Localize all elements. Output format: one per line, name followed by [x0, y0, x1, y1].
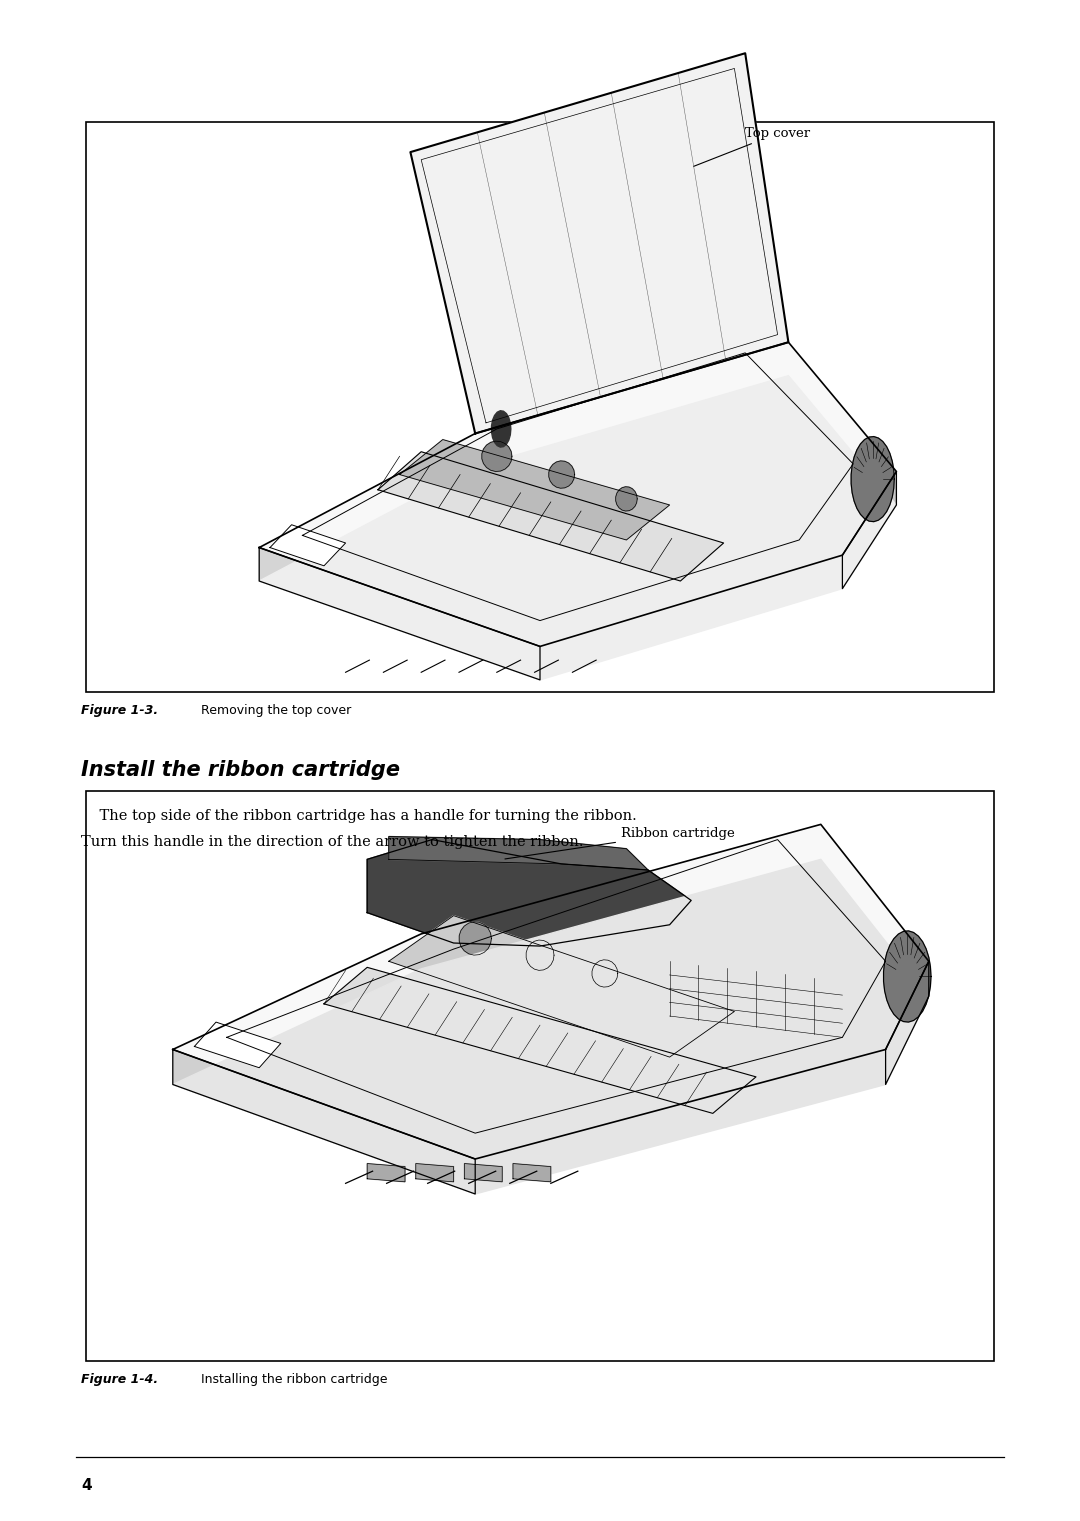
Text: 4: 4 — [81, 1478, 92, 1494]
Polygon shape — [513, 1164, 551, 1182]
Text: Figure 1-4.: Figure 1-4. — [81, 1373, 158, 1387]
Polygon shape — [389, 916, 734, 1057]
Polygon shape — [459, 922, 491, 955]
Text: Figure 1-3.: Figure 1-3. — [81, 704, 158, 718]
Text: The top side of the ribbon cartridge has a handle for turning the ribbon.: The top side of the ribbon cartridge has… — [81, 809, 637, 823]
Polygon shape — [851, 437, 894, 522]
Polygon shape — [886, 961, 929, 1084]
Polygon shape — [259, 376, 896, 680]
Text: Removing the top cover: Removing the top cover — [197, 704, 351, 718]
Polygon shape — [416, 1164, 454, 1182]
Polygon shape — [482, 441, 512, 472]
Polygon shape — [842, 472, 896, 589]
Bar — [86, 122, 994, 692]
Polygon shape — [378, 452, 724, 581]
Text: Installing the ribbon cartridge: Installing the ribbon cartridge — [197, 1373, 387, 1387]
Polygon shape — [491, 411, 511, 447]
Polygon shape — [259, 548, 540, 680]
Polygon shape — [883, 931, 931, 1022]
Polygon shape — [194, 1022, 281, 1068]
Polygon shape — [173, 824, 929, 1159]
Polygon shape — [173, 859, 929, 1194]
Polygon shape — [173, 1049, 475, 1194]
Polygon shape — [464, 1164, 502, 1182]
Polygon shape — [324, 967, 756, 1113]
Polygon shape — [410, 53, 788, 433]
Polygon shape — [616, 487, 637, 511]
Polygon shape — [526, 940, 554, 970]
Polygon shape — [270, 525, 346, 566]
Text: Install the ribbon cartridge: Install the ribbon cartridge — [81, 760, 400, 780]
Polygon shape — [400, 440, 670, 540]
Polygon shape — [592, 960, 618, 987]
Text: Turn this handle in the direction of the arrow to tighten the ribbon.: Turn this handle in the direction of the… — [81, 835, 583, 849]
Polygon shape — [367, 1164, 405, 1182]
Text: Top cover: Top cover — [693, 126, 810, 166]
Text: Ribbon cartridge: Ribbon cartridge — [505, 826, 734, 859]
Bar — [86, 791, 994, 1361]
Polygon shape — [259, 342, 896, 646]
Polygon shape — [389, 837, 648, 870]
Polygon shape — [549, 461, 575, 488]
Polygon shape — [367, 840, 691, 946]
